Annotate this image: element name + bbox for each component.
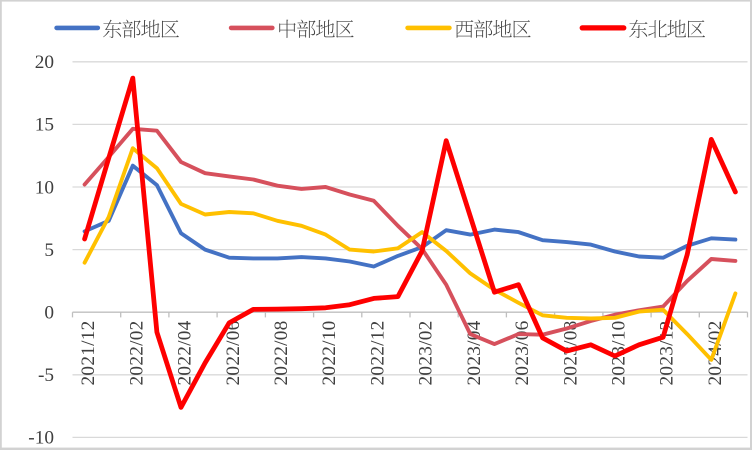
- svg-text:10: 10: [35, 177, 54, 198]
- svg-text:15: 15: [35, 115, 54, 136]
- svg-text:5: 5: [44, 240, 54, 261]
- svg-text:-5: -5: [38, 365, 54, 386]
- svg-text:2022/10: 2022/10: [319, 321, 340, 386]
- svg-text:0: 0: [44, 303, 54, 324]
- svg-text:20: 20: [35, 52, 54, 73]
- svg-text:2022/08: 2022/08: [271, 321, 292, 386]
- svg-text:2023/08: 2023/08: [560, 321, 581, 386]
- svg-text:2021/12: 2021/12: [78, 321, 99, 386]
- svg-text:-10: -10: [28, 428, 54, 449]
- svg-text:2023/02: 2023/02: [416, 321, 437, 386]
- svg-text:2023/06: 2023/06: [512, 320, 533, 385]
- svg-text:2022/04: 2022/04: [175, 320, 196, 385]
- svg-text:2022/12: 2022/12: [367, 321, 388, 386]
- svg-text:2022/06: 2022/06: [223, 320, 244, 385]
- svg-text:2022/02: 2022/02: [126, 321, 147, 386]
